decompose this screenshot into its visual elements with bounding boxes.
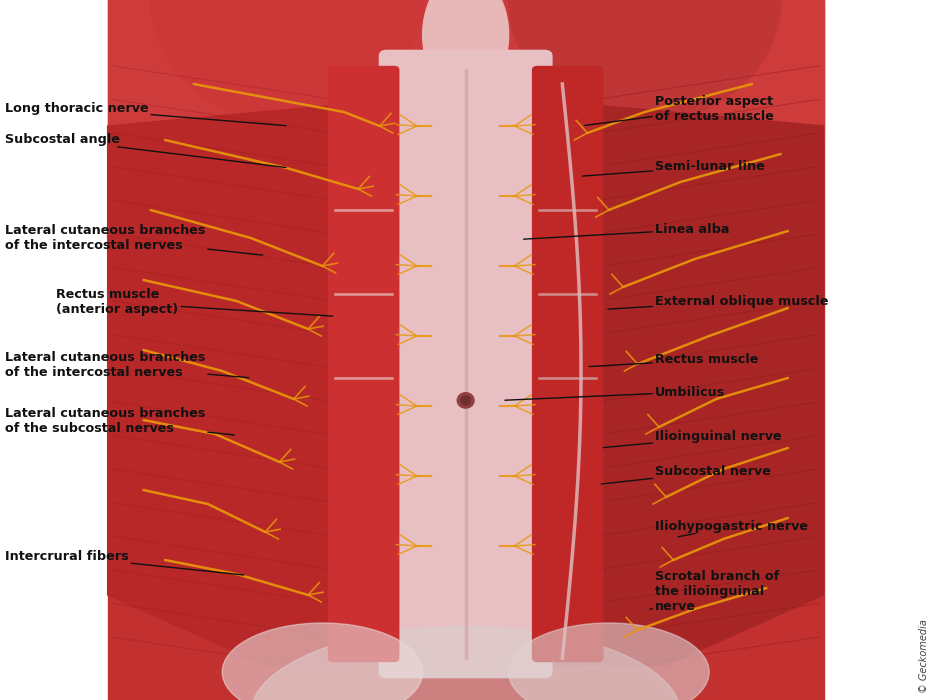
Ellipse shape [251,626,680,700]
Text: Subcostal nerve: Subcostal nerve [601,466,771,484]
Text: Semi-lunar line: Semi-lunar line [582,160,765,176]
Text: Lateral cutaneous branches
of the intercostal nerves: Lateral cutaneous branches of the interc… [5,224,263,255]
Text: Linea alba: Linea alba [523,223,730,239]
Polygon shape [108,105,380,665]
Text: Rectus muscle: Rectus muscle [589,354,758,367]
Text: Lateral cutaneous branches
of the subcostal nerves: Lateral cutaneous branches of the subcos… [5,407,235,435]
Ellipse shape [508,0,781,122]
Text: Umbilicus: Umbilicus [505,386,725,400]
Text: Posterior aspect
of rectus muscle: Posterior aspect of rectus muscle [584,94,774,125]
Ellipse shape [222,623,423,700]
Text: Lateral cutaneous branches
of the intercostal nerves: Lateral cutaneous branches of the interc… [5,351,249,379]
Text: Long thoracic nerve: Long thoracic nerve [5,102,286,126]
Text: © Geckomedia: © Geckomedia [918,619,929,693]
Ellipse shape [461,396,471,405]
Text: External oblique muscle: External oblique muscle [607,295,828,309]
Ellipse shape [151,0,423,122]
Polygon shape [551,105,824,665]
FancyBboxPatch shape [379,50,552,678]
Text: Subcostal angle: Subcostal angle [5,134,286,167]
Text: Rectus muscle
(anterior aspect): Rectus muscle (anterior aspect) [56,288,333,316]
Text: Scrotal branch of
the ilioinguinal
nerve: Scrotal branch of the ilioinguinal nerve [650,570,780,613]
FancyBboxPatch shape [533,66,603,662]
Ellipse shape [508,623,709,700]
Bar [108,0,824,700]
Text: Iliohypogastric nerve: Iliohypogastric nerve [655,520,808,537]
Ellipse shape [423,0,508,98]
FancyBboxPatch shape [329,66,399,662]
Ellipse shape [458,393,475,408]
Text: Intercrural fibers: Intercrural fibers [5,550,244,575]
Text: Ilioinguinal nerve: Ilioinguinal nerve [603,430,782,447]
Bar [108,0,824,140]
